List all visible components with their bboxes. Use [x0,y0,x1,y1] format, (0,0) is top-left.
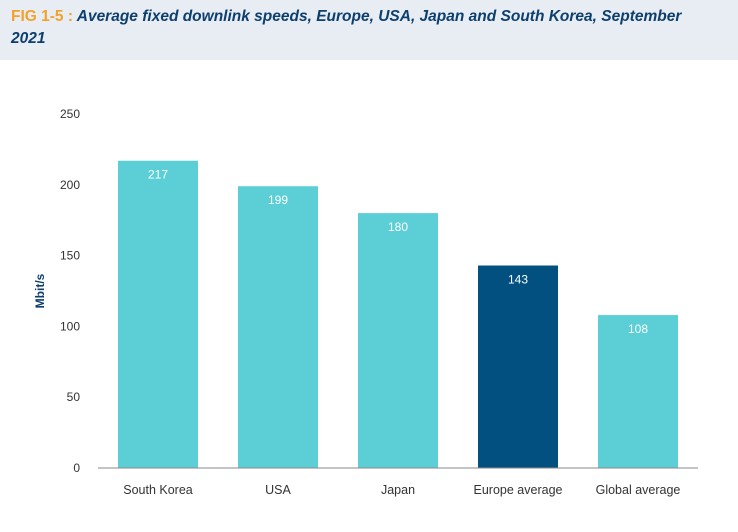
bar-chart: 0 50 100 150 200 250 Mbit/s 217 South Korea 199 US… [33,107,698,497]
bar-south-korea [118,160,198,468]
bar-value-label: 217 [148,168,168,182]
y-axis-label: Mbit/s [33,273,47,308]
y-tick-label: 250 [60,107,80,121]
y-tick-label: 200 [60,178,80,192]
y-tick-label: 150 [60,249,80,263]
y-tick-label: 100 [60,319,80,333]
chart-area: 0 50 100 150 200 250 Mbit/s 217 South Korea 199 US… [0,60,738,527]
bar-japan [358,213,438,468]
y-tick-label: 0 [73,461,80,475]
x-category-label: USA [265,483,291,497]
x-category-label: Europe average [474,483,563,497]
x-category-label: Global average [596,483,681,497]
bar-global-average [598,315,678,468]
x-category-label: Japan [381,483,415,497]
bar-value-label: 180 [388,220,408,234]
bar-value-label: 199 [268,193,288,207]
header-band [0,0,738,60]
figure-label: FIG 1-5 : [11,8,74,25]
bar-value-label: 108 [628,322,648,336]
y-tick-label: 50 [67,390,81,404]
bar-europe-average [478,265,558,468]
figure-title: Average fixed downlink speeds, Europe, U… [11,8,682,47]
x-category-label: South Korea [123,483,193,497]
chart-title: FIG 1-5 : Average fixed downlink speeds,… [11,6,711,50]
bar-usa [238,186,318,468]
bar-value-label: 143 [508,273,528,287]
